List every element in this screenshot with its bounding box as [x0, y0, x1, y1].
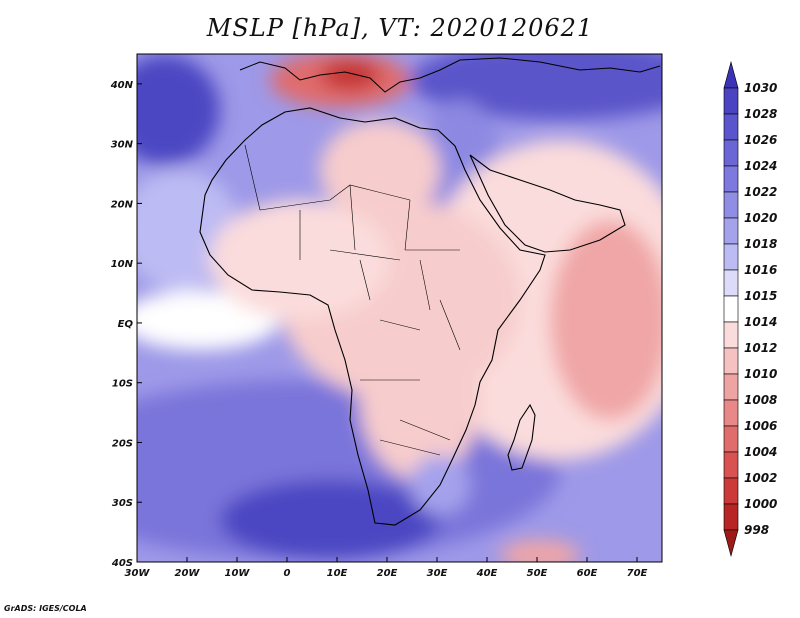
lon-tick-label: 0	[284, 568, 291, 579]
colorbar-level-label: 1004	[744, 445, 777, 459]
colorbar-level-label: 1018	[744, 237, 777, 251]
colorbar-level-label: 1026	[744, 133, 777, 147]
colorbar-level-label: 1024	[744, 159, 777, 173]
lon-tick-label: 10W	[225, 568, 251, 579]
colorbar-swatch	[723, 87, 739, 115]
lon-tick-label: 20W	[175, 568, 201, 579]
colorbar-level-label: 1012	[744, 341, 777, 355]
map-frame	[136, 53, 663, 563]
chart-title: MSLP [hPa], VT: 2020120621	[206, 14, 594, 42]
colorbar-swatch	[723, 191, 739, 219]
lat-tick-label: 20S	[112, 438, 133, 449]
lon-tick-label: 60E	[577, 568, 598, 579]
longitude-axis: 30W 20W 10W 0 10E 20E 30E 40E 50E 60E 70E	[125, 557, 648, 579]
colorbar-level-label: 1022	[744, 185, 777, 199]
lon-tick-label: 20E	[377, 568, 398, 579]
colorbar-swatch	[723, 503, 739, 531]
colorbar-swatch	[723, 295, 739, 323]
lat-tick-label: EQ	[118, 319, 134, 330]
lat-tick-label: 10S	[112, 379, 133, 390]
colorbar-bottom-triangle	[723, 529, 739, 558]
colorbar-level-label: 1020	[744, 211, 777, 225]
colorbar-level-label: 1008	[744, 393, 777, 407]
lon-tick-label: 30E	[427, 568, 448, 579]
colorbar-level-label: 1028	[744, 107, 777, 121]
lat-tick-label: 10N	[111, 259, 134, 270]
colorbar-swatch	[723, 165, 739, 193]
lon-tick-label: 50E	[527, 568, 548, 579]
colorbar-swatch	[723, 347, 739, 375]
lon-tick-label: 10E	[327, 568, 348, 579]
lat-tick-label: 20N	[111, 199, 134, 210]
lon-tick-label: 70E	[627, 568, 648, 579]
colorbar-level-label: 1014	[744, 315, 777, 329]
colorbar-swatch	[723, 451, 739, 479]
credit-text: GrADS: IGES/COLA	[4, 604, 87, 613]
africa-coastline	[199, 107, 546, 526]
europe-coast	[239, 57, 661, 93]
colorbar-level-label: 1016	[744, 263, 777, 277]
colorbar-swatch	[723, 425, 739, 453]
colorbar-swatch	[723, 373, 739, 401]
colorbar-level-label: 1002	[744, 471, 777, 485]
lat-tick-label: 40N	[110, 80, 134, 91]
colorbar-level-label: 1006	[744, 419, 777, 433]
country-borders	[244, 144, 461, 456]
lat-tick-label: 30N	[111, 140, 134, 151]
colorbar-swatch	[723, 243, 739, 271]
colorbar-level-label: 1000	[744, 497, 777, 511]
colorbar-swatch	[723, 269, 739, 297]
colorbar-swatch	[723, 139, 739, 167]
lat-tick-label: 40S	[111, 558, 133, 569]
latitude-axis: 40N 30N 20N 10N EQ 10S 20S 30S 40S	[110, 80, 142, 569]
madagascar	[507, 403, 536, 471]
colorbar-level-label: 998	[744, 523, 769, 537]
lat-tick-label: 30S	[112, 498, 133, 509]
colorbar-swatch	[723, 399, 739, 427]
colorbar-level-label: 1015	[744, 289, 777, 303]
colorbar-swatch	[723, 217, 739, 245]
colorbar-level-label: 1030	[744, 81, 777, 95]
colorbar-swatch	[723, 477, 739, 505]
colorbar-swatch	[723, 113, 739, 141]
arabian-peninsula	[469, 154, 626, 253]
lon-tick-label: 30W	[125, 568, 151, 579]
colorbar-swatch	[723, 321, 739, 349]
colorbar-top-triangle	[723, 60, 739, 89]
colorbar-level-label: 1010	[744, 367, 777, 381]
lon-tick-label: 40E	[476, 568, 498, 579]
